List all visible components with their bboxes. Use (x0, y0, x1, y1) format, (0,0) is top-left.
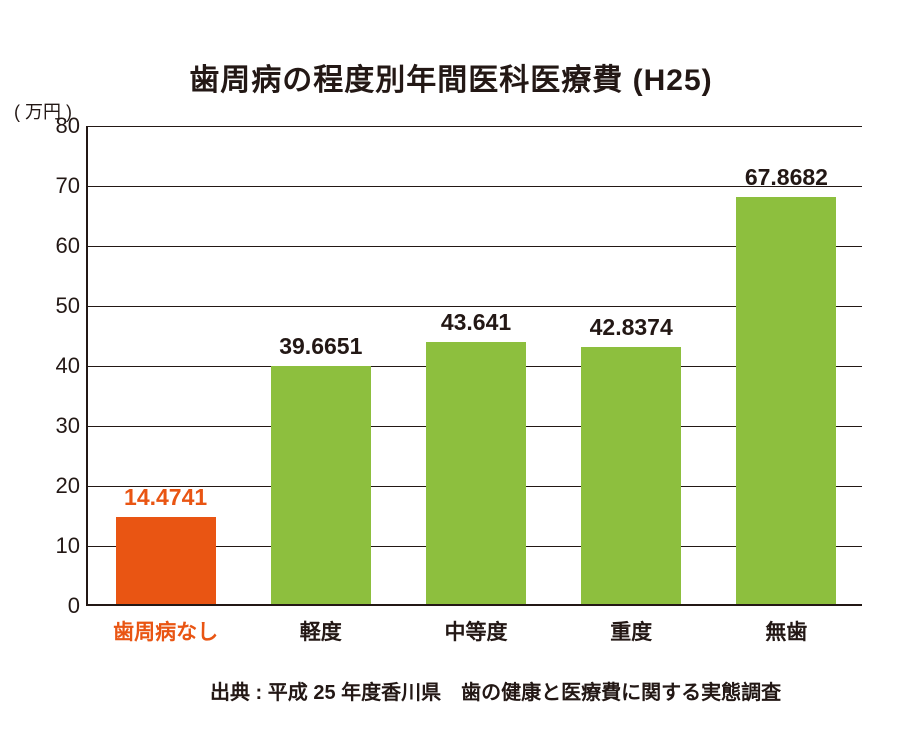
bar: 42.8374重度 (581, 347, 681, 604)
bar-value-label: 42.8374 (590, 314, 673, 341)
bar: 43.641中等度 (426, 342, 526, 604)
y-tick-label: 30 (56, 413, 80, 439)
bar: 14.4741歯周病なし (116, 517, 216, 604)
bar: 67.8682無歯 (736, 197, 836, 604)
gridline (88, 126, 862, 127)
bar-value-label: 67.8682 (745, 164, 828, 191)
x-category-label: 軽度 (300, 616, 342, 646)
x-category-label: 歯周病なし (113, 616, 218, 646)
chart-container: 歯周病の程度別年間医科医療費 (H25) ( 万円 ) 010203040506… (0, 0, 902, 744)
y-tick-label: 80 (56, 113, 80, 139)
x-category-label: 無歯 (765, 616, 807, 646)
y-tick-label: 50 (56, 293, 80, 319)
y-tick-label: 10 (56, 533, 80, 559)
bar-value-label: 39.6651 (279, 333, 362, 360)
chart-title: 歯周病の程度別年間医科医療費 (H25) (0, 55, 902, 99)
x-category-label: 中等度 (445, 616, 508, 646)
x-category-label: 重度 (610, 616, 652, 646)
bar-value-label: 14.4741 (124, 484, 207, 511)
y-tick-label: 60 (56, 233, 80, 259)
bar: 39.6651軽度 (271, 366, 371, 604)
y-tick-label: 20 (56, 473, 80, 499)
plot-area: 0102030405060708014.4741歯周病なし39.6651軽度43… (86, 126, 862, 606)
y-tick-label: 0 (68, 593, 80, 619)
bar-value-label: 43.641 (441, 309, 511, 336)
y-tick-label: 40 (56, 353, 80, 379)
y-tick-label: 70 (56, 173, 80, 199)
source-citation: 出典 : 平成 25 年度香川県 歯の健康と医療費に関する実態調査 (210, 676, 781, 705)
